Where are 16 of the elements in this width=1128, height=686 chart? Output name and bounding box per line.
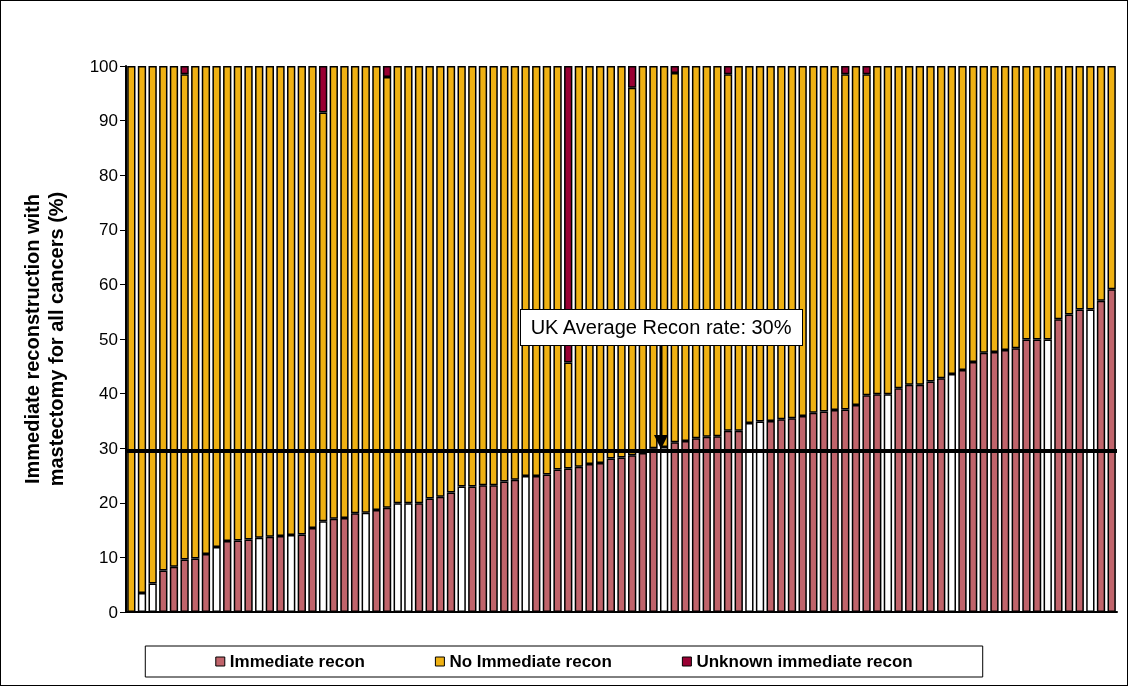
legend-label: No Immediate recon [449,652,612,671]
y-tick-label: 40 [99,384,118,404]
annotation: UK Average Recon rate: 30% [519,308,803,346]
y-tick-label: 20 [99,493,118,513]
y-tick-label: 30 [99,438,118,458]
y-axis-title: Immediate reconstruction with mastectomy for all cancers (%) [21,191,67,487]
y-tick-label: 90 [99,111,118,131]
y-tick-label: 0 [108,602,118,622]
y-tick-label: 70 [99,220,118,240]
y-tick-label: 100 [89,56,118,76]
y-tick-label: 80 [99,165,118,185]
y-tick-label: 50 [99,329,118,349]
legend-label: Immediate recon [229,652,365,671]
y-tick-label: 10 [99,547,118,567]
y-tick-label: 60 [99,274,118,294]
legend-label: Unknown immediate recon [696,652,913,671]
